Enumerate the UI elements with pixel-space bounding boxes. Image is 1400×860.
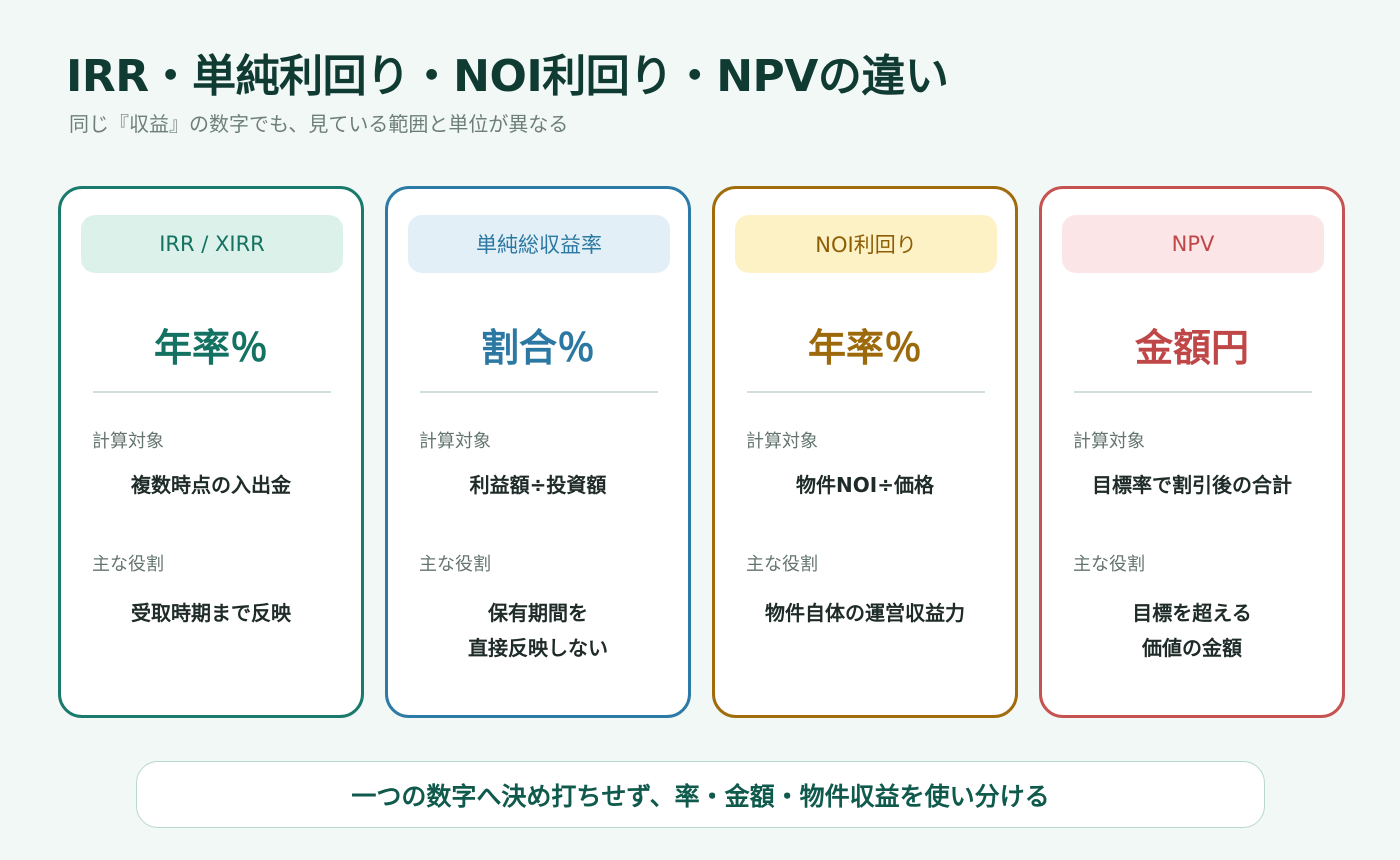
role-value: 受取時期まで反映 [131,601,291,625]
target-value: 利益額÷投資額 [469,473,607,497]
card-divider [420,391,658,393]
role-heading: 主な役割 [92,554,164,575]
card-unit: 年率％ [153,326,268,370]
card-divider [1074,391,1312,393]
card-unit: 金額円 [1134,326,1249,370]
target-value: 複数時点の入出金 [131,473,291,497]
card-divider [747,391,985,393]
role-value: 目標を超える 価値の金額 [1132,601,1252,660]
page-title: IRR・単純利回り・NOI利回り・NPVの違い [66,51,949,102]
card-noi-yield: NOI利回り 年率％ 計算対象 物件NOI÷価格 主な役割 物件自体の運営収益力 [712,186,1018,718]
target-heading: 計算対象 [92,431,164,452]
role-heading: 主な役割 [1073,554,1145,575]
card-simple-return: 単純総収益率 割合％ 計算対象 利益額÷投資額 主な役割 保有期間を 直接反映し… [385,186,691,718]
summary-banner: 一つの数字へ決め打ちせず、率・金額・物件収益を使い分ける [136,761,1265,828]
role-value: 保有期間を 直接反映しない [468,601,608,660]
metric-cards: IRR / XIRR 年率％ 計算対象 複数時点の入出金 主な役割 受取時期まで… [58,186,1346,718]
target-heading: 計算対象 [419,431,491,452]
card-label-pill: NPV [1062,215,1324,273]
target-heading: 計算対象 [746,431,818,452]
target-heading: 計算対象 [1073,431,1145,452]
page-subtitle: 同じ『収益』の数字でも、見ている範囲と単位が異なる [69,112,569,136]
card-label-pill: IRR / XIRR [81,215,343,273]
card-irr: IRR / XIRR 年率％ 計算対象 複数時点の入出金 主な役割 受取時期まで… [58,186,364,718]
role-heading: 主な役割 [746,554,818,575]
card-npv: NPV 金額円 計算対象 目標率で割引後の合計 主な役割 目標を超える 価値の金… [1039,186,1345,718]
card-unit: 割合％ [480,326,595,370]
target-value: 物件NOI÷価格 [796,473,934,497]
role-heading: 主な役割 [419,554,491,575]
target-value: 目標率で割引後の合計 [1092,473,1292,497]
card-divider [93,391,331,393]
role-value: 物件自体の運営収益力 [765,601,965,625]
card-label-pill: NOI利回り [735,215,997,273]
card-label-pill: 単純総収益率 [408,215,670,273]
card-unit: 年率％ [807,326,922,370]
